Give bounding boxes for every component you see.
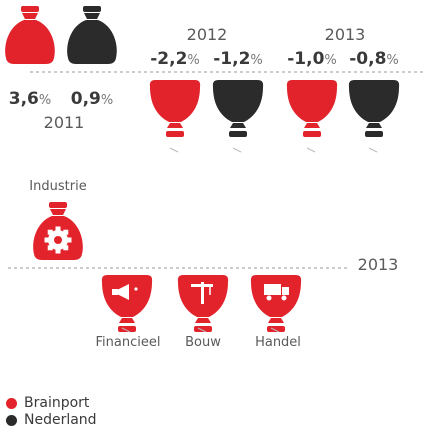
bar-financieel-neck <box>119 318 135 323</box>
bar-2012-brainport-body <box>149 80 201 122</box>
gear-icon-hub <box>54 236 62 244</box>
bar-handel-body <box>250 275 302 317</box>
data-label-2012-nederland: -1,2% <box>213 49 263 69</box>
bar-bouw-knot <box>194 326 212 332</box>
gear-icon-tooth <box>44 237 50 243</box>
bar-handel-neck <box>268 318 284 323</box>
bar-industrie-knot <box>49 202 67 208</box>
data-label-2013-brainport: -1,0% <box>287 49 337 69</box>
bar-2012-brainport <box>149 80 201 137</box>
bar-2012-nederland-neck <box>230 123 246 128</box>
legend: Brainport Nederland <box>6 395 97 429</box>
tick-2012-a <box>169 147 179 153</box>
bar-2012-nederland <box>212 80 264 137</box>
year-label-2011: 2011 <box>44 113 85 132</box>
gear-icon-tooth <box>55 226 61 232</box>
tick-2012-b <box>232 147 242 153</box>
bar-2011-nederland-body <box>67 20 117 64</box>
year-label-2013: 2013 <box>325 25 366 44</box>
truck-icon-wheel-rear <box>266 295 272 301</box>
legend-swatch-brainport <box>6 398 17 409</box>
bar-2012-brainport-knot <box>166 131 184 137</box>
gear-icon-tooth <box>63 229 69 235</box>
megaphone-icon-handle <box>112 289 118 295</box>
tick-bouw <box>197 327 207 333</box>
bar-2013-brainport-knot <box>303 131 321 137</box>
bar-2011-nederland-knot <box>83 6 101 12</box>
bar-2013-brainport <box>286 80 338 137</box>
tick-2013-a <box>306 147 316 153</box>
year-label-sectors: 2013 <box>358 255 399 274</box>
bar-2011-brainport <box>5 6 55 64</box>
category-label-industrie: Industrie <box>29 179 86 194</box>
bar-2013-nederland-neck <box>366 123 382 128</box>
legend-swatch-nederland <box>6 415 17 426</box>
tick-handel <box>270 327 280 333</box>
bar-2011-brainport-knot <box>21 6 39 12</box>
bar-2011-brainport-body <box>5 20 55 64</box>
megaphone-icon-dot <box>134 287 138 291</box>
gear-icon-tooth <box>66 237 72 243</box>
bar-2013-brainport-neck <box>304 123 320 128</box>
bar-2011-brainport-neck <box>22 13 38 19</box>
truck-icon-wheel-front <box>281 295 287 301</box>
gear-icon-tooth <box>47 229 53 235</box>
bar-handel <box>250 275 302 332</box>
crane-icon-arm <box>191 284 213 287</box>
legend-item-brainport: Brainport <box>6 395 97 412</box>
category-label-financieel: Financieel <box>96 335 161 350</box>
bar-financieel-knot <box>118 326 136 332</box>
bar-2011-nederland <box>67 6 117 64</box>
data-label-2011-nederland: 0,9% <box>71 89 113 109</box>
category-label-handel: Handel <box>255 335 301 350</box>
category-label-bouw: Bouw <box>185 335 221 350</box>
gear-icon-tooth <box>63 245 69 251</box>
bar-2012-nederland-body <box>212 80 264 122</box>
legend-label-brainport: Brainport <box>24 395 90 411</box>
bar-handel-knot <box>267 326 285 332</box>
bar-bouw-neck <box>195 318 211 323</box>
truck-icon-cab <box>282 287 289 295</box>
bar-2013-brainport-body <box>286 80 338 122</box>
bar-2013-nederland <box>348 80 400 137</box>
bar-2013-nederland-body <box>348 80 400 122</box>
legend-item-nederland: Nederland <box>6 412 97 429</box>
bar-financieel <box>101 275 153 332</box>
bar-industrie-neck <box>50 209 66 215</box>
bar-2011-nederland-neck <box>84 13 100 19</box>
crane-icon <box>201 282 204 304</box>
tick-2013-b <box>368 147 378 153</box>
bar-2012-brainport-neck <box>167 123 183 128</box>
megaphone-icon <box>117 284 129 300</box>
tick-financieel <box>121 327 131 333</box>
truck-icon <box>264 284 281 295</box>
bar-2013-nederland-knot <box>365 131 383 137</box>
bar-2012-nederland-knot <box>229 131 247 137</box>
gear-icon-tooth <box>55 248 61 254</box>
legend-label-nederland: Nederland <box>24 412 97 428</box>
data-label-2011-brainport: 3,6% <box>9 89 51 109</box>
gear-icon-tooth <box>47 245 53 251</box>
data-label-2013-nederland: -0,8% <box>349 49 399 69</box>
data-label-2012-brainport: -2,2% <box>150 49 200 69</box>
year-label-2012: 2012 <box>187 25 228 44</box>
